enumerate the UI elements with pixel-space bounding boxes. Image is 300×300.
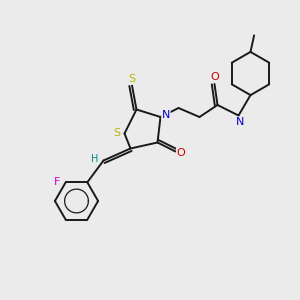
Text: F: F xyxy=(53,177,60,187)
Text: N: N xyxy=(162,110,170,120)
Text: O: O xyxy=(211,72,220,82)
Text: S: S xyxy=(128,74,136,84)
Text: N: N xyxy=(236,117,244,127)
Text: S: S xyxy=(113,128,121,139)
Text: O: O xyxy=(176,148,185,158)
Text: H: H xyxy=(92,154,99,164)
